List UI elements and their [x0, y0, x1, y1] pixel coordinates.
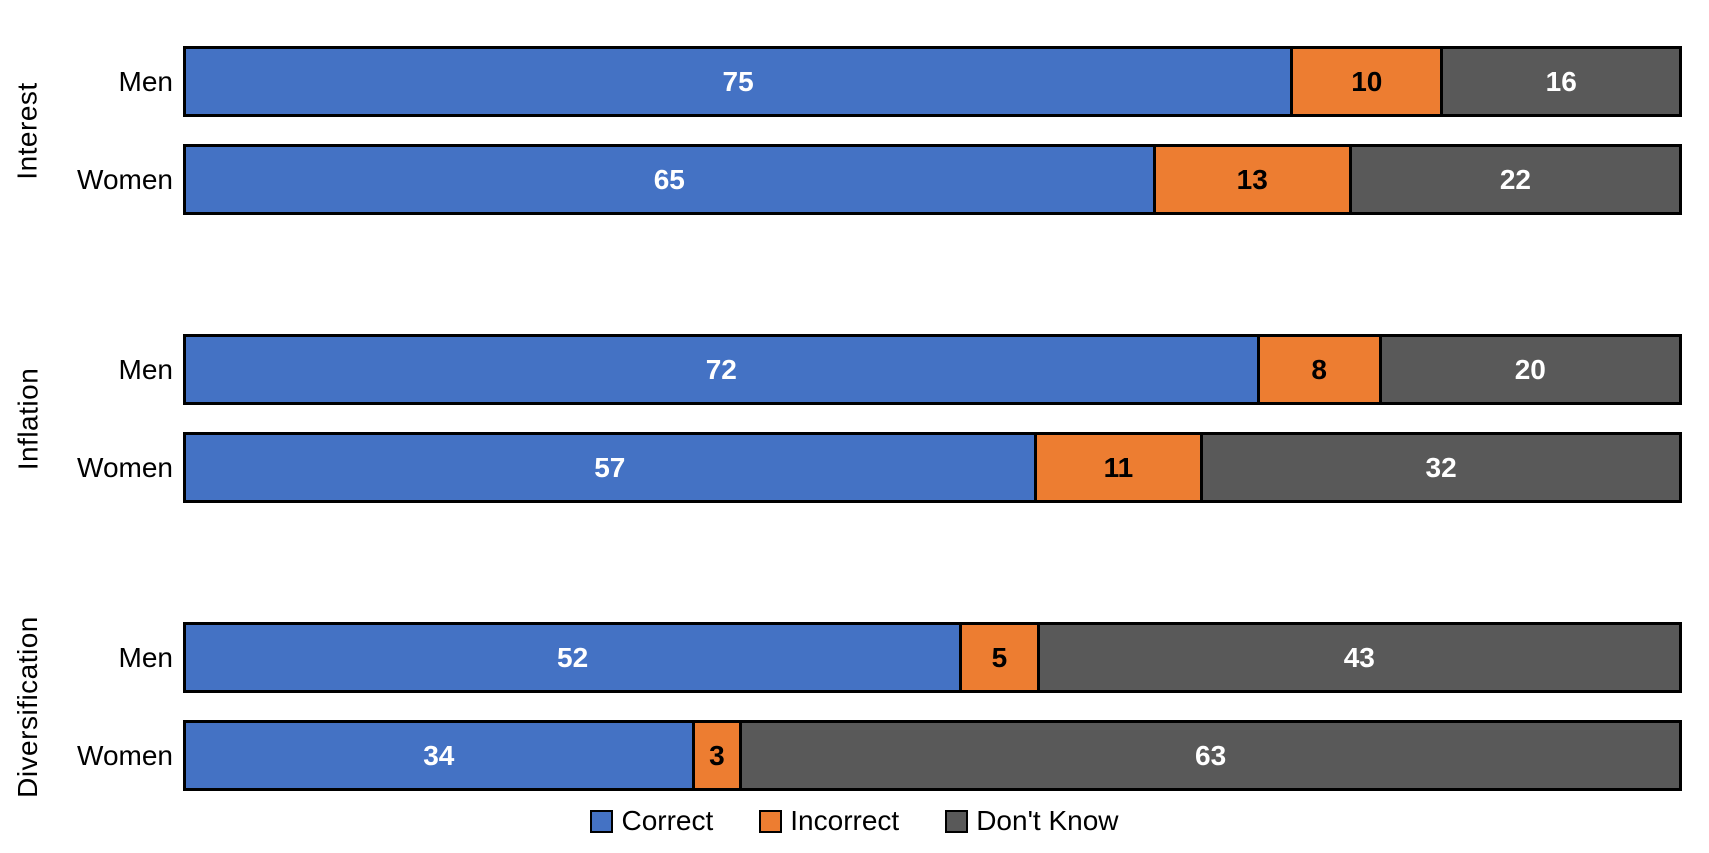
segment-correct: 72: [186, 337, 1257, 402]
group-label-interest: Interest: [12, 81, 44, 180]
segment-don-t-know: 32: [1200, 435, 1679, 500]
category-label: Women: [77, 451, 173, 483]
segment-value-label: 43: [1343, 641, 1375, 673]
bar-row-diversification-men: Men 52 5 43: [56, 622, 1709, 693]
segment-value-label: 32: [1425, 451, 1457, 483]
segment-incorrect: 11: [1033, 435, 1201, 500]
segment-value-label: 75: [722, 65, 754, 97]
segment-incorrect: 10: [1290, 49, 1441, 114]
category-label: Women: [77, 163, 173, 195]
bar-row-interest-men: Men 75 10 16: [56, 46, 1709, 117]
bar-row-inflation-women: Women 57 11 32: [56, 432, 1709, 503]
group-label-cell: Interest: [0, 46, 56, 215]
segment-correct: 52: [186, 625, 960, 690]
segment-don-t-know: 16: [1440, 49, 1679, 114]
legend-item-don-t-know: Don't Know: [945, 805, 1119, 837]
category-label: Men: [118, 353, 173, 385]
segment-value-label: 5: [991, 641, 1008, 673]
legend-swatch-correct-icon: [590, 809, 614, 833]
group-rows: Men 72 8 20 Women 57 11 32: [56, 334, 1709, 503]
bar-track: 57 11 32: [183, 432, 1682, 503]
segment-incorrect: 3: [691, 723, 740, 788]
category-label: Women: [77, 739, 173, 771]
segment-correct: 34: [186, 723, 692, 788]
category-label: Men: [118, 65, 173, 97]
segment-value-label: 16: [1545, 65, 1577, 97]
segment-don-t-know: 20: [1378, 337, 1679, 402]
group-inflation: Inflation Men 72 8 20 Women 57 11 32: [0, 334, 1709, 503]
segment-correct: 57: [186, 435, 1034, 500]
segment-value-label: 10: [1351, 65, 1383, 97]
segment-value-label: 63: [1195, 739, 1227, 771]
legend-label: Don't Know: [976, 805, 1119, 836]
group-label-diversification: Diversification: [12, 615, 43, 798]
segment-don-t-know: 22: [1348, 147, 1679, 212]
segment-don-t-know: 43: [1036, 625, 1679, 690]
bar-row-diversification-women: Women 34 3 63: [56, 720, 1709, 791]
segment-value-label: 65: [653, 163, 685, 195]
legend-item-incorrect: Incorrect: [759, 805, 899, 837]
segment-value-label: 52: [557, 641, 589, 673]
segment-value-label: 72: [705, 353, 737, 385]
group-interest: Interest Men 75 10 16 Women 65 13 22: [0, 46, 1709, 215]
segment-value-label: 3: [709, 739, 725, 771]
bar-track: 75 10 16: [183, 46, 1682, 117]
segment-value-label: 34: [423, 739, 455, 771]
segment-value-label: 20: [1514, 353, 1546, 385]
bar-track: 34 3 63: [183, 720, 1682, 791]
segment-correct: 75: [186, 49, 1291, 114]
legend-label: Incorrect: [790, 805, 900, 836]
segment-incorrect: 13: [1152, 147, 1349, 212]
plot-area: Interest Men 75 10 16 Women 65 13 22 Inflation Men…: [0, 46, 1709, 798]
bar-track: 65 13 22: [183, 144, 1682, 215]
group-rows: Men 75 10 16 Women 65 13 22: [56, 46, 1709, 215]
legend-label: Correct: [621, 805, 714, 836]
legend: Correct Incorrect Don't Know: [0, 805, 1709, 837]
group-label-inflation: Inflation: [12, 367, 44, 470]
bar-row-inflation-men: Men 72 8 20: [56, 334, 1709, 405]
bar-track: 72 8 20: [183, 334, 1682, 405]
segment-incorrect: 5: [959, 625, 1037, 690]
segment-value-label: 13: [1236, 163, 1268, 195]
segment-incorrect: 8: [1256, 337, 1379, 402]
segment-don-t-know: 63: [739, 723, 1679, 788]
group-label-cell: Diversification: [0, 616, 56, 798]
category-label: Men: [118, 641, 173, 673]
segment-value-label: 8: [1311, 353, 1327, 385]
segment-correct: 65: [186, 147, 1153, 212]
bar-track: 52 5 43: [183, 622, 1682, 693]
legend-item-correct: Correct: [590, 805, 713, 837]
segment-value-label: 11: [1103, 451, 1134, 483]
segment-value-label: 22: [1499, 163, 1531, 195]
group-rows: Men 52 5 43 Women 34 3 63: [56, 622, 1709, 791]
group-label-cell: Inflation: [0, 334, 56, 503]
segment-value-label: 57: [594, 451, 626, 483]
group-diversification: Diversification Men 52 5 43 Women 34 3 63: [0, 616, 1709, 798]
legend-swatch-incorrect-icon: [759, 809, 783, 833]
bar-row-interest-women: Women 65 13 22: [56, 144, 1709, 215]
legend-swatch-don-t-know-icon: [945, 809, 969, 833]
